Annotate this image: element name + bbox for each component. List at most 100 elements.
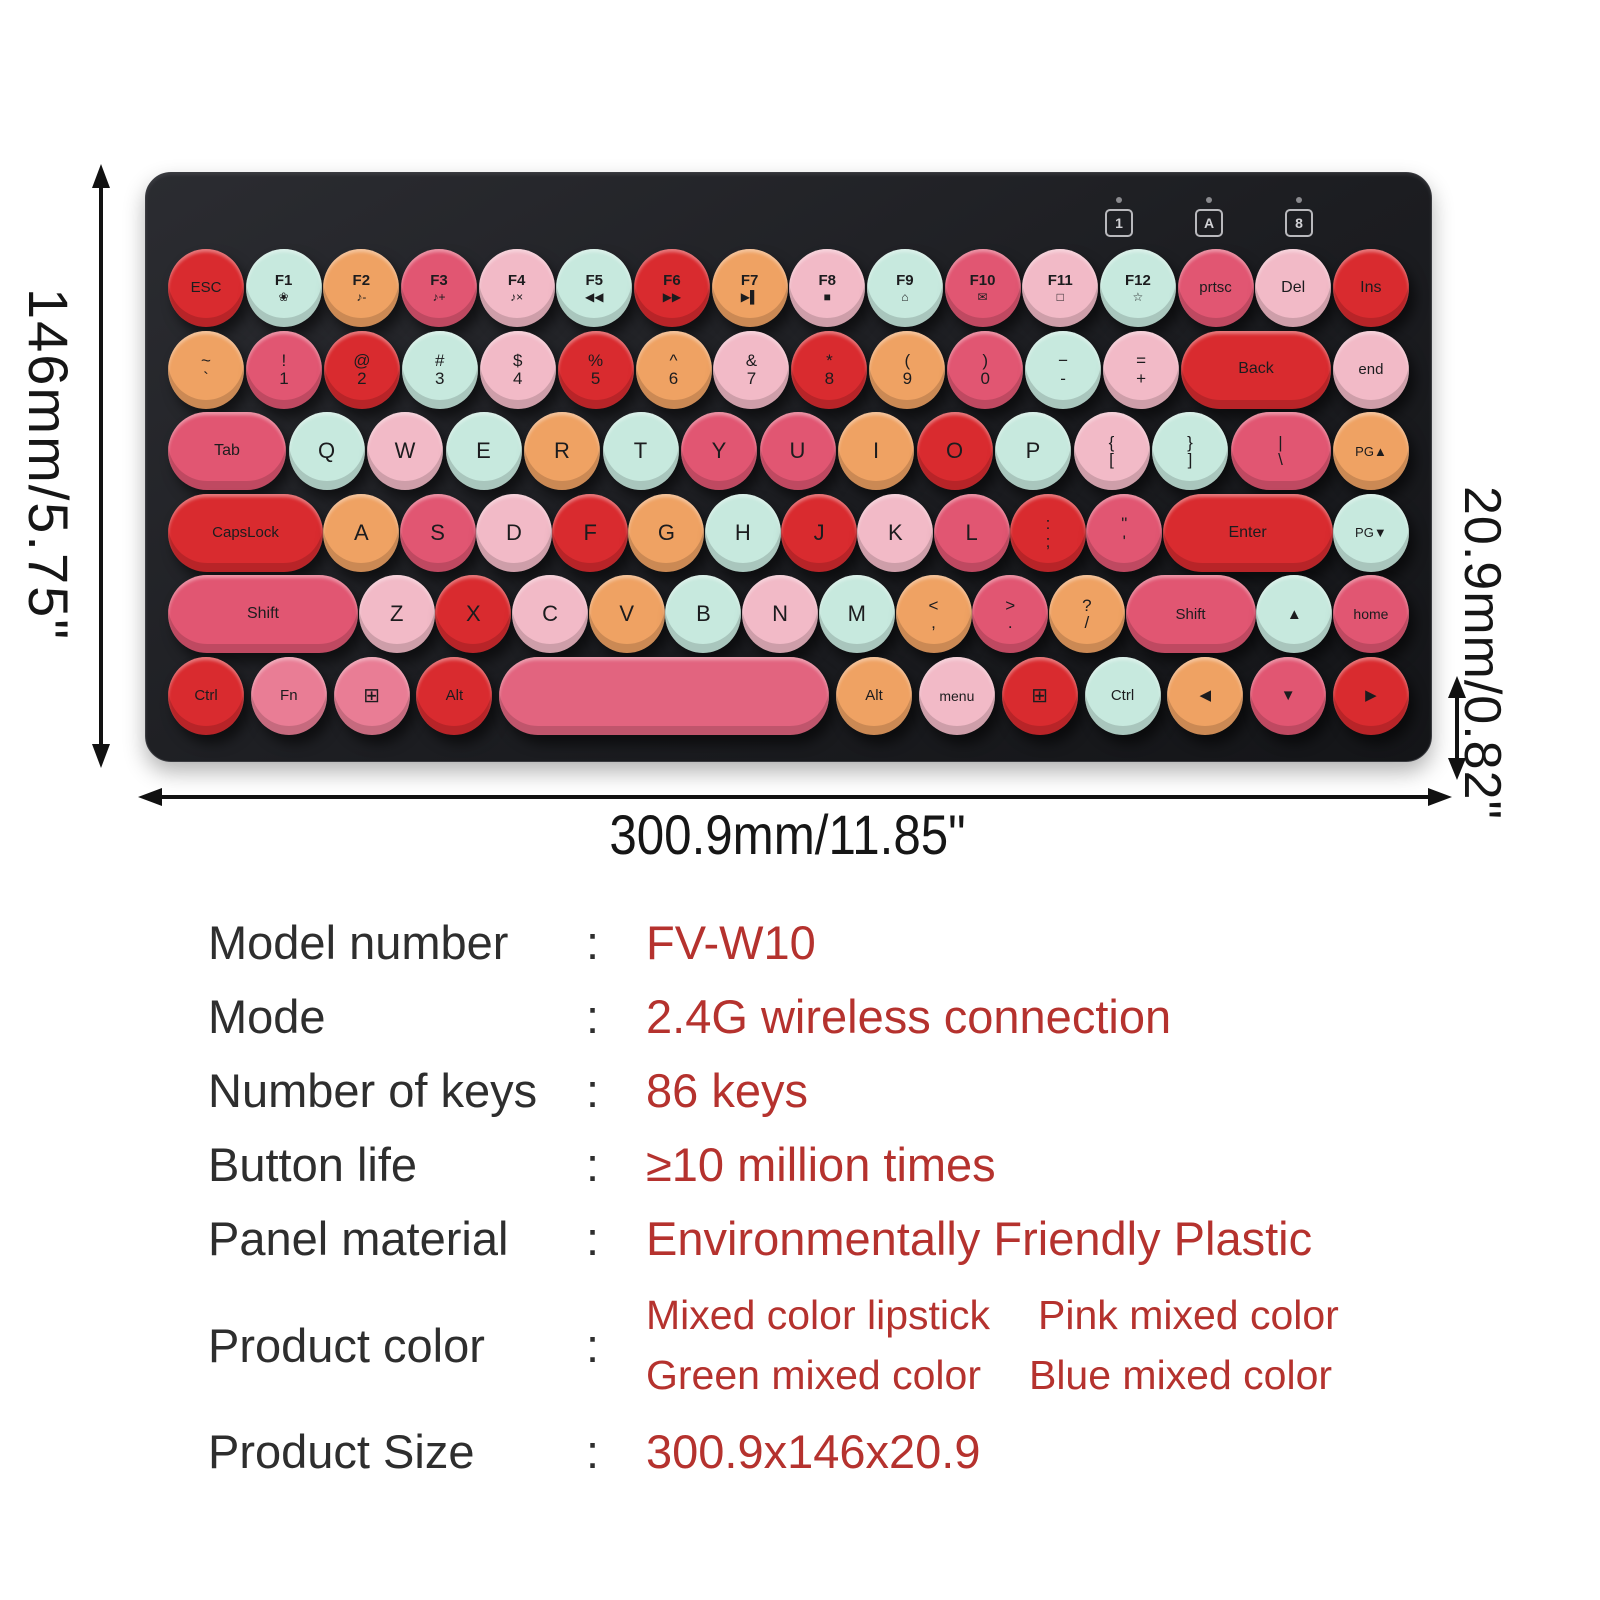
key-g: G [628,493,705,572]
spec-separator: : [586,990,600,1044]
key-tilde: ~ ` [168,330,244,409]
key-j: J [781,493,858,572]
key-capslock: CapsLock [168,493,323,572]
key-tab: Tab [168,412,286,491]
width-dimension-arrow [138,788,1452,806]
capslock-indicator: A [1195,197,1223,237]
key-right-win: ⊞ [1001,656,1078,735]
key-q: Q [288,412,365,491]
key-f11-monitor: F11 □ [1022,249,1099,327]
key-row-1: ESC F1 ❀ F2 ♪- F3 ♪+ F4 ♪× F5 ◀◀ F6 ▶▶ F7 ▶▌ F8 ■ F9 ⌂ F10 ✉… [168,249,1409,327]
spec-label: Model number [208,916,509,969]
key-row-2: ~ `! 1 @2 #3 $4% 5 ^ 6 & 7 * 8(9) 0− - = + Back end [168,330,1409,409]
spec-row: Mode:2.4G wireless connection [208,990,1478,1044]
key-arrow-up: ▲ [1256,575,1333,654]
key-s: S [399,493,476,572]
key-b: B [665,575,742,654]
spec-row: Product color: Mixed color lipstick Pink m… [208,1286,1478,1405]
key-semicolon: :; [1009,493,1086,572]
key-0: ) 0 [947,330,1024,409]
key-page-down: PG▼ [1332,493,1409,572]
scrolllock-indicator-led [1296,197,1302,203]
spec-separator: : [586,1138,600,1192]
key-enter: Enter [1162,493,1333,572]
key-slash: ? / [1048,575,1125,654]
key-end: end [1332,330,1409,409]
key-left-ctrl: Ctrl [168,656,244,735]
numlock-indicator: 1 [1105,197,1133,237]
key-left-shift: Shift [168,575,358,654]
key-backspace: Back [1180,330,1331,409]
key-f10-mail: F10 ✉ [944,249,1021,327]
key-4: $4 [479,330,556,409]
key-f1: F1 ❀ [245,249,322,327]
scrolllock-indicator-icon: 8 [1285,209,1313,237]
key-equals: = + [1103,330,1180,409]
spec-separator: : [586,1425,600,1479]
key-esc: ESC [168,249,244,327]
key-p: P [995,412,1071,491]
key-right-shift: Shift [1125,575,1256,654]
key-spacebar [499,656,830,735]
key-n: N [742,575,819,654]
height-dimension-arrow [92,164,110,768]
f11-monitor-icon: □ [1056,289,1064,304]
key-6: ^ 6 [635,330,712,409]
f6-next-icon: ▶▶ [662,289,682,304]
key-minus: − - [1025,330,1102,409]
spec-row: Number of keys:86 keys [208,1064,1478,1118]
key-7: & 7 [713,330,790,409]
key-e: E [445,412,522,491]
key-v: V [588,575,665,654]
key-f2-volume-down: F2 ♪- [323,249,400,327]
key-row-6: Ctrl Fn ⊞ Alt Alt menu ⊞ Ctrl ◀ ▼ ▶ [168,656,1409,735]
f5-previous-icon: ◀◀ [585,289,604,304]
key-fn: Fn [250,656,327,735]
key-prtsc: prtsc [1177,249,1254,327]
spec-value: ≥10 million times [646,1138,996,1192]
key-c: C [512,575,589,654]
key-t: T [602,412,679,491]
spec-separator: : [586,916,600,969]
key-left-alt: Alt [416,656,493,735]
key-u: U [759,412,836,491]
key-f: F [552,493,629,572]
key-m: M [818,575,895,654]
key-left-bracket: {[ [1073,412,1150,491]
key-f3-volume-up: F3 ♪+ [400,249,477,327]
spec-label: Button life [208,1138,418,1192]
spec-value: Mixed color lipstick Pink mixed color Gree… [646,1292,1339,1398]
depth-dimension-label: 20.9mm/0.82" [1453,486,1511,820]
key-k: K [857,493,934,572]
spec-value: 300.9x146x20.9 [646,1425,981,1479]
key-f7-play-pause: F7 ▶▌ [711,249,788,327]
spec-value: 86 keys [646,1064,808,1118]
f2-volume-down-icon: ♪- [356,289,367,304]
scrolllock-indicator: 8 [1285,197,1313,237]
key-row-4: CapsLock A S D F G H J K L:; " ' Enter PG▼ [168,493,1409,572]
key-right-alt: Alt [836,656,913,735]
depth-dimension-arrow [1448,676,1466,780]
spec-row: Product Size:300.9x146x20.9 [208,1425,1478,1479]
key-f6-next: F6 ▶▶ [633,249,710,327]
spec-label: Product color [208,1318,485,1372]
spec-value: Environmentally Friendly Plastic [646,1212,1313,1266]
key-row-5: Shift Z X C V B N M <, >.? / Shift ▲ home [168,575,1409,654]
key-left-win: ⊞ [333,656,410,735]
f7-play-pause-icon: ▶▌ [740,289,759,304]
height-dimension-label: 146mm/5.75" [17,288,80,642]
capslock-indicator-icon: A [1195,209,1223,237]
spec-label: Product Size [208,1425,475,1479]
key-z: Z [358,575,435,654]
key-right-bracket: }] [1152,412,1228,491]
key-f9-home: F9 ⌂ [866,249,943,327]
spec-row: Model number: FV-W10 [208,916,1478,970]
f10-mail-icon: ✉ [977,289,988,304]
spec-value: 2.4G wireless connection [646,990,1172,1044]
key-arrow-down: ▼ [1250,656,1327,735]
spec-separator: : [586,1212,600,1266]
key-y: Y [681,412,757,491]
key-f4-mute: F4 ♪× [478,249,555,327]
key-w: W [367,412,443,491]
